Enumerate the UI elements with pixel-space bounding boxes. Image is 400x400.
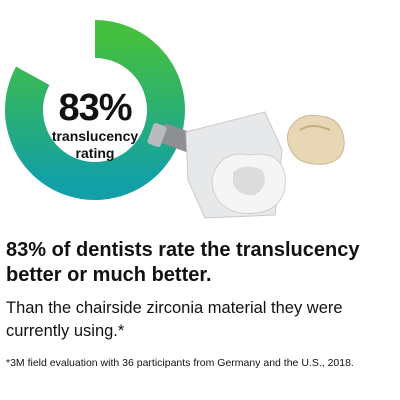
- footnote: *3M field evaluation with 36 participant…: [6, 357, 354, 369]
- chart: [5, 20, 345, 219]
- donut-center: 83% translucency rating: [40, 88, 150, 162]
- value-label: 83%: [58, 87, 132, 129]
- body-text: Than the chairside zirconia material the…: [6, 299, 343, 340]
- product-image: [147, 111, 345, 219]
- headline: 83% of dentists rate the translucency be…: [6, 239, 360, 286]
- donut-segment: [5, 20, 185, 200]
- center-label: translucency rating: [51, 128, 139, 161]
